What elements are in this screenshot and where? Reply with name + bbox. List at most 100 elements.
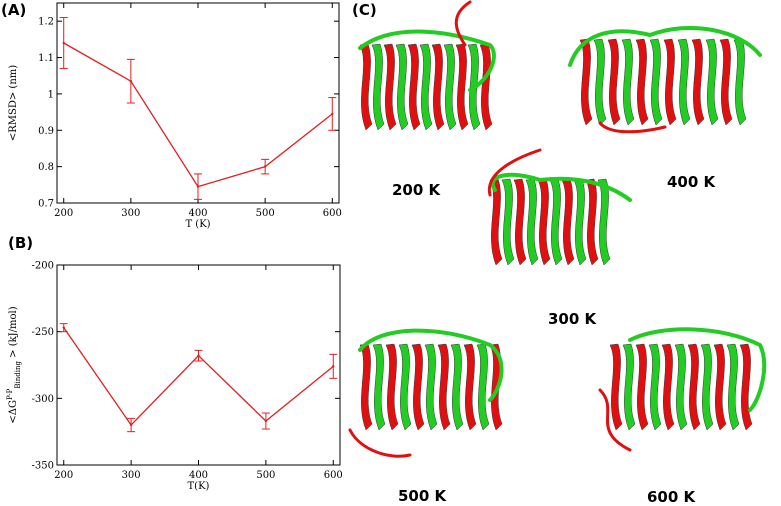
structure-label-400k: 400 K <box>667 173 716 191</box>
beta-strand <box>525 178 539 266</box>
panel-label-b: (B) <box>8 234 34 252</box>
beta-strand <box>739 343 753 431</box>
beta-strand <box>573 178 587 266</box>
beta-strand <box>713 343 727 431</box>
x-tick-label: 500 <box>256 470 275 481</box>
beta-strand <box>579 38 593 126</box>
x-tick-label: 500 <box>256 208 275 219</box>
beta-strand <box>455 43 469 131</box>
beta-strand <box>479 43 493 131</box>
x-tick-label: 200 <box>54 470 73 481</box>
y-tick-label: 1 <box>48 89 54 100</box>
y-axis-label: <ΔGP-PBinding > (kJ/mol) <box>6 306 22 423</box>
beta-strand <box>674 343 688 431</box>
beta-strand <box>585 178 599 266</box>
tail-ribbon <box>598 388 632 452</box>
data-point <box>332 365 335 368</box>
structure-label-500k: 500 K <box>398 487 447 505</box>
beta-strand <box>719 38 733 126</box>
beta-strand <box>621 38 635 126</box>
beta-strand <box>661 343 675 431</box>
beta-strand <box>537 178 551 266</box>
beta-strand <box>359 43 373 131</box>
beta-strand <box>705 38 719 126</box>
beta-strand <box>561 178 575 266</box>
beta-strand <box>443 43 457 131</box>
beta-strand <box>700 343 714 431</box>
y-axis-label: <RMSD> (nm) <box>8 65 19 141</box>
protein-structure-400k <box>568 25 762 134</box>
tail-ribbon <box>348 428 412 458</box>
beta-strand <box>407 43 421 131</box>
loop-ribbon <box>490 172 632 202</box>
protein-structure-500k <box>348 328 504 458</box>
x-tick-label: 600 <box>323 208 342 219</box>
beta-strand <box>677 38 691 126</box>
y-tick-label: 1.1 <box>38 53 54 64</box>
beta-strand <box>385 343 399 431</box>
beta-strand <box>609 343 623 431</box>
protein-structure-600k <box>598 327 767 452</box>
protein-structure-200k <box>358 0 496 131</box>
beta-strand <box>424 343 438 431</box>
y-tick-label: -300 <box>32 394 54 405</box>
data-point <box>129 423 133 427</box>
x-tick-label: 600 <box>324 470 343 481</box>
beta-strand <box>663 38 677 126</box>
data-point <box>331 112 334 116</box>
series-line <box>63 42 333 188</box>
beta-strand <box>371 43 385 131</box>
beta-strand <box>398 343 412 431</box>
beta-strand <box>593 38 607 126</box>
tail-ribbon <box>454 0 472 47</box>
beta-strand <box>691 38 705 126</box>
x-axis-label: T (K) <box>185 219 210 230</box>
beta-strand <box>359 343 373 431</box>
beta-strand <box>648 343 662 431</box>
beta-strand <box>419 43 433 131</box>
data-point <box>62 41 65 45</box>
rmsd-chart: 200 300 400 500 600 0.7 0.8 0.9 1 1.1 1.2 T (K) <RMS… <box>8 2 342 230</box>
tail-ribbon <box>487 148 542 197</box>
x-axis-label: T(K) <box>188 481 210 492</box>
beta-strand <box>513 178 527 266</box>
beta-strand <box>733 38 747 126</box>
data-point <box>264 419 268 423</box>
structure-label-600k: 600 K <box>647 488 696 506</box>
loop-ribbon <box>568 25 762 67</box>
plot-frame <box>56 264 341 466</box>
x-tick-label: 300 <box>121 208 140 219</box>
data-point <box>263 165 267 168</box>
beta-strand <box>649 38 663 126</box>
y-tick-label: -350 <box>32 461 54 472</box>
beta-strand <box>463 343 477 431</box>
plot-frame <box>56 2 340 204</box>
beta-strand <box>450 343 464 431</box>
y-tick-label: -250 <box>32 327 54 338</box>
beta-strand <box>687 343 701 431</box>
x-tick-label: 400 <box>189 470 208 481</box>
beta-strand <box>622 343 636 431</box>
loop-ribbon <box>628 327 767 412</box>
binding-energy-chart: 200 300 400 500 600 -350 -300 -250 -200 T(K) <ΔGP-… <box>6 261 343 493</box>
beta-strand <box>372 343 386 431</box>
structure-label-300k: 300 K <box>548 310 597 328</box>
x-tick-label: 300 <box>122 470 141 481</box>
beta-strand <box>726 343 740 431</box>
structure-label-200k: 200 K <box>392 181 441 199</box>
beta-strand <box>597 178 611 266</box>
y-tick-label: 0.8 <box>38 162 54 173</box>
tail-ribbon <box>598 121 667 134</box>
y-tick-label: -200 <box>32 261 54 272</box>
loop-ribbon <box>358 328 504 402</box>
loop-ribbon <box>358 29 496 92</box>
y-tick-label: 0.7 <box>38 199 54 210</box>
beta-strand <box>431 43 445 131</box>
data-point <box>62 326 65 329</box>
beta-strand <box>437 343 451 431</box>
y-tick-label: 1.2 <box>38 17 54 28</box>
protein-structure-300k <box>487 148 632 266</box>
data-point <box>129 79 133 83</box>
protein-structures <box>348 0 767 458</box>
